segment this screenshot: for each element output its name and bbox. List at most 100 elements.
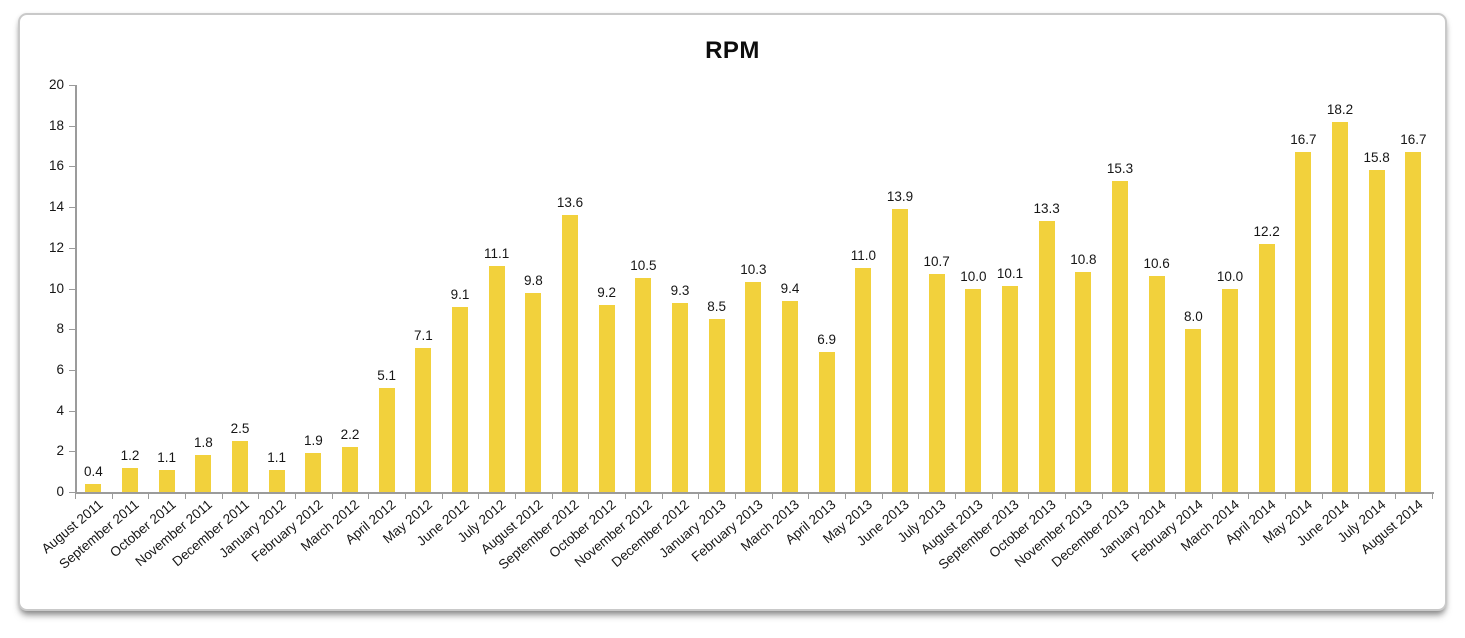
x-axis-tick [1358,494,1360,499]
bar [415,347,432,492]
x-axis-tick [661,494,663,499]
x-axis-tick [515,494,516,499]
bar-value-label: 9.2 [597,284,617,300]
y-axis-tick [69,166,75,168]
y-axis-tick [69,451,75,453]
y-axis-label: 18 [48,117,64,133]
y-axis-tick [69,329,75,331]
bar [672,302,688,492]
y-axis-tick [69,492,75,493]
bar [1185,329,1202,492]
bar [1222,288,1238,492]
x-axis-tick [1321,494,1323,499]
chart-title: RPM [705,37,760,64]
bar-value-label: 11.0 [850,248,876,264]
x-axis-tick [258,494,260,499]
bar-value-label: 1.8 [193,435,213,451]
bar-value-label: 1.2 [120,447,140,463]
bar-value-label: 16.7 [1400,132,1427,148]
x-axis-tick [955,494,956,499]
x-axis-tick [1395,494,1396,499]
chart-panel: RPM 0 2 4 6 8 10 12 14 16 18 20 0.4 August 2011 1.2 Se… [18,13,1447,611]
x-axis-tick [295,494,296,499]
y-axis-label: 4 [56,402,64,418]
x-axis-tick [1138,494,1140,499]
bar-value-label: 8.0 [1183,309,1203,325]
y-axis-tick [69,125,75,127]
y-axis-label: 2 [56,443,64,459]
y-axis-tick [69,288,75,290]
x-axis-line [75,492,1434,494]
x-axis-tick [1248,494,1250,499]
bar-value-label: 10.3 [740,262,767,278]
bar [342,447,358,492]
bar [818,351,835,492]
bar [1112,180,1128,492]
x-axis-tick [845,494,846,499]
bar [745,282,762,492]
bar-value-label: 15.8 [1363,150,1390,166]
x-axis-tick [148,494,150,499]
y-axis-label: 12 [48,239,64,255]
x-axis-tick [111,494,113,499]
x-axis-tick [441,494,443,499]
y-axis-tick [69,247,75,249]
bar [708,319,725,492]
bar-value-label: 9.8 [523,272,543,288]
x-axis-tick [991,494,993,499]
bar-value-label: 15.3 [1106,160,1134,176]
bar [598,304,615,492]
x-axis-tick [698,494,700,499]
x-axis-tick [588,494,590,499]
bar-value-label: 8.5 [707,299,727,315]
bar-value-label: 13.3 [1033,201,1060,217]
bar-value-label: 13.9 [886,189,914,205]
bar-value-label: 11.1 [484,246,510,262]
y-axis-label: 6 [56,361,64,377]
x-axis-tick [331,494,333,499]
bar-value-label: 10.5 [630,258,657,274]
y-axis-tick [69,207,75,209]
bar-value-label: 0.4 [83,463,103,479]
bar [525,292,542,492]
x-axis-tick [1065,494,1066,499]
y-axis-label: 8 [56,321,64,337]
bar-value-label: 1.1 [267,449,287,465]
bar-value-label: 9.4 [780,280,800,296]
bar-value-label: 16.7 [1290,132,1317,148]
y-axis-label: 16 [48,158,64,174]
bar [1258,243,1275,492]
x-axis-tick [1101,494,1103,499]
bar [1368,170,1385,492]
y-axis-label: 20 [48,77,64,92]
x-axis-tick [551,494,553,499]
x-axis-tick [1285,494,1286,499]
bar [232,441,248,492]
bar [1002,286,1018,492]
bar-value-label: 10.7 [923,254,950,270]
bar [305,453,322,492]
y-axis-line [75,85,77,493]
bar [635,278,652,492]
bar [855,268,872,492]
bar [158,469,175,492]
bar [378,388,395,492]
bar [452,306,468,492]
x-axis-tick [1211,494,1213,499]
x-axis-tick [771,494,773,499]
x-axis-tick [221,494,223,499]
x-axis-tick [881,494,883,499]
x-axis-tick [1028,494,1030,499]
x-axis-tick [1431,494,1433,499]
bar [1332,121,1348,492]
bar [1075,272,1092,492]
bar-value-label: 10.0 [960,268,987,284]
bar [928,274,945,492]
bar-value-label: 5.1 [377,368,397,384]
bar-value-label: 7.1 [413,327,433,343]
bar [782,300,798,492]
bar [122,467,138,492]
y-axis-label: 0 [56,484,64,499]
x-axis-tick [405,494,406,499]
